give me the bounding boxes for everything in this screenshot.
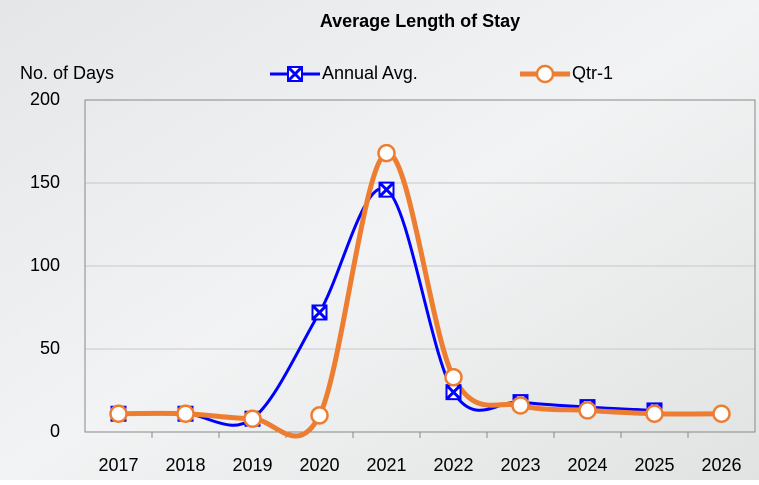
x-tick-label: 2020 [299, 455, 339, 475]
x-tick-label: 2025 [634, 455, 674, 475]
data-point [311, 304, 328, 321]
legend-marker-part [287, 66, 303, 82]
data-point [712, 404, 731, 423]
data-point [511, 396, 530, 415]
data-point [378, 181, 395, 198]
y-tick-label: 0 [50, 421, 60, 441]
y-tick-label: 200 [30, 89, 60, 109]
data-point-part [312, 305, 327, 320]
data-point [578, 401, 597, 420]
x-tick-label: 2019 [232, 455, 272, 475]
data-point [377, 143, 396, 163]
x-tick-label: 2026 [701, 455, 741, 475]
x-tick-label: 2018 [165, 455, 205, 475]
x-tick-label: 2022 [433, 455, 473, 475]
y-tick-label: 150 [30, 172, 60, 192]
data-point [445, 384, 462, 401]
y-tick-label: 100 [30, 255, 60, 275]
chart-title: Average Length of Stay [320, 11, 520, 31]
x-tick-label: 2024 [567, 455, 607, 475]
data-point-part [446, 385, 461, 400]
data-point [109, 404, 128, 423]
legend-marker [287, 66, 303, 82]
x-tick-label: 2021 [366, 455, 406, 475]
data-point [176, 404, 195, 423]
data-point [645, 404, 664, 423]
legend-marker [535, 64, 555, 84]
y-axis-label: No. of Days [20, 63, 114, 83]
legend-label: Qtr-1 [572, 63, 613, 83]
data-point-part [379, 182, 394, 197]
x-tick-label: 2017 [98, 455, 138, 475]
y-tick-label: 50 [40, 338, 60, 358]
data-point [444, 367, 463, 387]
data-point [310, 406, 329, 425]
data-point [243, 409, 262, 428]
x-tick-label: 2023 [500, 455, 540, 475]
legend-label: Annual Avg. [322, 63, 418, 83]
